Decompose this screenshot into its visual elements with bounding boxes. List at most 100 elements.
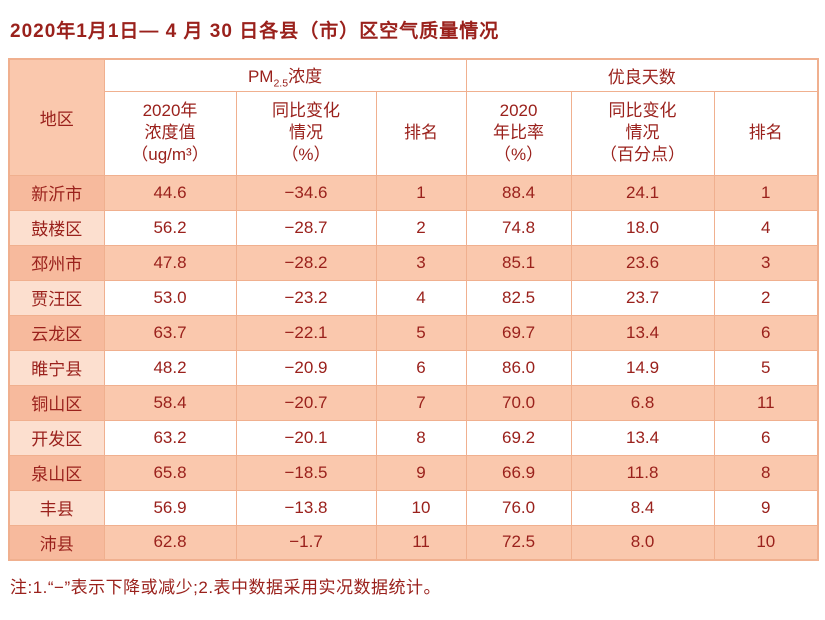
region-cell: 睢宁县	[8, 349, 105, 386]
good-rank-cell: 9	[713, 489, 819, 526]
region-cell: 贾汪区	[8, 279, 105, 316]
pm-rank-cell: 11	[375, 524, 467, 561]
pm-rank-cell: 5	[375, 314, 467, 351]
region-cell: 沛县	[8, 524, 105, 561]
good-ratio-cell: 69.2	[465, 419, 572, 456]
pm-rank-cell: 8	[375, 419, 467, 456]
good-ratio-cell: 88.4	[465, 174, 572, 211]
header-sub-row: 2020年 浓度值 （ug/m³） 同比变化 情况 （%） 排名 2020 年比…	[9, 90, 819, 176]
pm-change-cell: −22.1	[235, 314, 377, 351]
pm-rank-cell: 4	[375, 279, 467, 316]
col-group-pm25: PM2.5浓度	[103, 58, 467, 92]
pm-change-cell: −28.7	[235, 209, 377, 246]
table-row: 泉山区 65.8 −18.5 9 66.9 11.8 8	[8, 454, 819, 491]
pm-change-cell: −20.9	[235, 349, 377, 386]
region-cell: 鼓楼区	[8, 209, 105, 246]
good-change-cell: 8.4	[570, 489, 715, 526]
pm-rank-cell: 6	[375, 349, 467, 386]
col-header-good-rank: 排名	[713, 90, 819, 176]
good-rank-cell: 10	[713, 524, 819, 561]
page: 2020年1月1日— 4 月 30 日各县（市）区空气质量情况 地区 PM2.5…	[8, 21, 820, 597]
good-rank-cell: 5	[713, 349, 819, 386]
table-row: 丰县 56.9 −13.8 10 76.0 8.4 9	[8, 489, 819, 526]
pm-value-cell: 56.2	[103, 209, 237, 246]
pm-value-cell: 47.8	[103, 244, 237, 281]
pm-change-cell: −1.7	[235, 524, 377, 561]
pm-value-cell: 65.8	[103, 454, 237, 491]
table-row: 贾汪区 53.0 −23.2 4 82.5 23.7 2	[8, 279, 819, 316]
pm-rank-cell: 1	[375, 174, 467, 211]
good-change-cell: 18.0	[570, 209, 715, 246]
good-ratio-cell: 76.0	[465, 489, 572, 526]
good-ratio-cell: 85.1	[465, 244, 572, 281]
good-ratio-cell: 66.9	[465, 454, 572, 491]
pm-rank-cell: 7	[375, 384, 467, 421]
footnote: 注:1.“−”表示下降或减少;2.表中数据采用实况数据统计。	[10, 578, 442, 597]
good-rank-cell: 8	[713, 454, 819, 491]
good-change-cell: 24.1	[570, 174, 715, 211]
pm-change-cell: −23.2	[235, 279, 377, 316]
header-group-row: 地区 PM2.5浓度 优良天数	[8, 58, 819, 176]
good-change-cell: 13.4	[570, 419, 715, 456]
pm-change-cell: −13.8	[235, 489, 377, 526]
good-rank-cell: 2	[713, 279, 819, 316]
pm-change-cell: −18.5	[235, 454, 377, 491]
pm-value-cell: 63.2	[103, 419, 237, 456]
col-header-good-change: 同比变化 情况 （百分点）	[570, 90, 715, 176]
good-ratio-cell: 74.8	[465, 209, 572, 246]
good-change-cell: 11.8	[570, 454, 715, 491]
pm-change-cell: −34.6	[235, 174, 377, 211]
region-cell: 邳州市	[8, 244, 105, 281]
col-header-region: 地区	[8, 58, 105, 176]
pm-rank-cell: 3	[375, 244, 467, 281]
good-ratio-cell: 72.5	[465, 524, 572, 561]
table-row: 睢宁县 48.2 −20.9 6 86.0 14.9 5	[8, 349, 819, 386]
pm-value-cell: 44.6	[103, 174, 237, 211]
good-rank-cell: 6	[713, 419, 819, 456]
good-rank-cell: 11	[713, 384, 819, 421]
page-title: 2020年1月1日— 4 月 30 日各县（市）区空气质量情况	[10, 21, 500, 42]
good-ratio-cell: 86.0	[465, 349, 572, 386]
good-rank-cell: 6	[713, 314, 819, 351]
good-ratio-cell: 82.5	[465, 279, 572, 316]
good-change-cell: 14.9	[570, 349, 715, 386]
good-rank-cell: 1	[713, 174, 819, 211]
table-row: 新沂市 44.6 −34.6 1 88.4 24.1 1	[8, 174, 819, 211]
pm-value-cell: 58.4	[103, 384, 237, 421]
col-header-pm-value: 2020年 浓度值 （ug/m³）	[103, 90, 237, 176]
good-ratio-cell: 69.7	[465, 314, 572, 351]
good-change-cell: 6.8	[570, 384, 715, 421]
good-ratio-cell: 70.0	[465, 384, 572, 421]
region-cell: 新沂市	[8, 174, 105, 211]
pm-value-cell: 53.0	[103, 279, 237, 316]
pm25-label-subscript: 2.5	[273, 76, 289, 89]
region-cell: 铜山区	[8, 384, 105, 421]
table-row: 邳州市 47.8 −28.2 3 85.1 23.6 3	[8, 244, 819, 281]
region-cell: 开发区	[8, 419, 105, 456]
table-body: 新沂市 44.6 −34.6 1 88.4 24.1 1 鼓楼区 56.2 −2…	[8, 174, 819, 561]
air-quality-table: 地区 PM2.5浓度 优良天数 2020年 浓度值 （ug/m³） 同比变化 情…	[8, 58, 820, 561]
col-group-good-days: 优良天数	[465, 58, 819, 92]
good-change-cell: 13.4	[570, 314, 715, 351]
pm-change-cell: −28.2	[235, 244, 377, 281]
table-row: 沛县 62.8 −1.7 11 72.5 8.0 10	[8, 524, 819, 561]
col-header-pm-rank: 排名	[375, 90, 467, 176]
region-cell: 云龙区	[8, 314, 105, 351]
pm-change-cell: −20.1	[235, 419, 377, 456]
good-change-cell: 23.6	[570, 244, 715, 281]
pm-value-cell: 48.2	[103, 349, 237, 386]
col-header-pm-change: 同比变化 情况 （%）	[235, 90, 377, 176]
region-cell: 丰县	[8, 489, 105, 526]
pm25-label-prefix: PM	[247, 66, 274, 86]
good-change-cell: 8.0	[570, 524, 715, 561]
good-change-cell: 23.7	[570, 279, 715, 316]
pm-rank-cell: 2	[375, 209, 467, 246]
table-row: 云龙区 63.7 −22.1 5 69.7 13.4 6	[8, 314, 819, 351]
good-rank-cell: 4	[713, 209, 819, 246]
pm-change-cell: −20.7	[235, 384, 377, 421]
table-row: 鼓楼区 56.2 −28.7 2 74.8 18.0 4	[8, 209, 819, 246]
good-rank-cell: 3	[713, 244, 819, 281]
pm-value-cell: 63.7	[103, 314, 237, 351]
table-header: 地区 PM2.5浓度 优良天数 2020年 浓度值 （ug/m³） 同比变化 情…	[8, 58, 819, 176]
pm-rank-cell: 10	[375, 489, 467, 526]
